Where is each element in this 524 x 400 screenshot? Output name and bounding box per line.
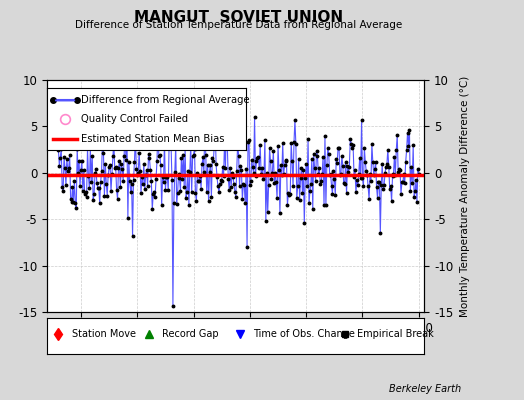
Text: Estimated Station Mean Bias: Estimated Station Mean Bias <box>81 134 224 144</box>
Text: Quality Control Failed: Quality Control Failed <box>81 114 188 124</box>
Text: Empirical Break: Empirical Break <box>356 329 433 339</box>
Text: Difference of Station Temperature Data from Regional Average: Difference of Station Temperature Data f… <box>75 20 402 30</box>
Text: Station Move: Station Move <box>72 329 136 339</box>
Text: Record Gap: Record Gap <box>162 329 219 339</box>
Text: Difference from Regional Average: Difference from Regional Average <box>81 95 249 105</box>
Text: MANGUT  SOVIET UNION: MANGUT SOVIET UNION <box>134 10 343 25</box>
Y-axis label: Monthly Temperature Anomaly Difference (°C): Monthly Temperature Anomaly Difference (… <box>461 75 471 317</box>
Text: Time of Obs. Change: Time of Obs. Change <box>253 329 355 339</box>
Text: Berkeley Earth: Berkeley Earth <box>389 384 461 394</box>
